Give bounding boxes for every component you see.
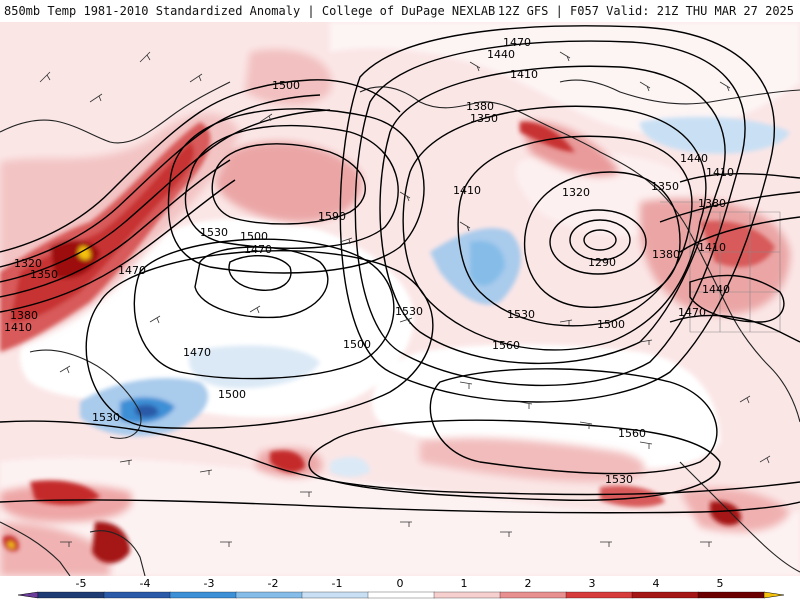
contour-label: 1470 (118, 264, 146, 277)
contour-label: 1500 (240, 230, 268, 243)
legend-tick: -5 (75, 577, 87, 590)
legend-tick: 0 (396, 577, 404, 590)
model-valid-time: 12Z GFS | F057 Valid: 21Z THU MAR 27 202… (497, 4, 794, 18)
colorbar-segment (697, 591, 765, 599)
colorbar-segment (301, 591, 369, 599)
colorbar-max-arrow (763, 591, 785, 599)
contour-label: 1530 (605, 473, 633, 486)
contour-label: 1380 (652, 248, 680, 261)
header: 850mb Temp 1981-2010 Standardized Anomal… (0, 0, 800, 22)
contour-label: 1590 (318, 210, 346, 223)
contour-label: 1440 (680, 152, 708, 165)
contour-labels: 1500 1590 1530 1500 1470 1470 1320 1350 … (4, 36, 734, 486)
contour-label: 1470 (678, 306, 706, 319)
colorbar-segments (17, 591, 785, 599)
contour-label: 1470 (244, 243, 272, 256)
contour-label: 1380 (698, 197, 726, 210)
contour-label: 1350 (651, 180, 679, 193)
contour-label: 1320 (562, 186, 590, 199)
contour-label: 1560 (492, 339, 520, 352)
negative-anomaly (80, 116, 790, 477)
contour-label: 1380 (10, 309, 38, 322)
contour-label: 1470 (503, 36, 531, 49)
contour-label: 1500 (597, 318, 625, 331)
legend-tick: -1 (331, 577, 343, 590)
contour-label: 1410 (698, 241, 726, 254)
colorbar-segment (367, 591, 435, 599)
neutral-anomaly-regions (0, 22, 800, 576)
legend-tick: 4 (652, 577, 660, 590)
contour-label: 1560 (618, 427, 646, 440)
colorbar-segment (103, 591, 171, 599)
contour-label: 1530 (200, 226, 228, 239)
contour-label: 1350 (30, 268, 58, 281)
map-area: 1500 1590 1530 1500 1470 1470 1320 1350 … (0, 22, 800, 576)
colorbar-segment (169, 591, 237, 599)
contour-label: 1500 (343, 338, 371, 351)
colorbar-svg (17, 591, 785, 599)
contour-label: 1440 (702, 283, 730, 296)
map-svg: 1500 1590 1530 1500 1470 1470 1320 1350 … (0, 22, 800, 576)
colorbar-segment (433, 591, 501, 599)
contour-label: 1470 (183, 346, 211, 359)
legend-tick: 1 (460, 577, 468, 590)
contour-label: 1410 (706, 166, 734, 179)
contour-label: 1410 (453, 184, 481, 197)
colorbar-segment (565, 591, 633, 599)
contour-label: 1350 (470, 112, 498, 125)
legend-tick: -2 (267, 577, 279, 590)
legend-tick: -4 (139, 577, 151, 590)
colorbar-segment (499, 591, 567, 599)
contour-label: 1530 (507, 308, 535, 321)
legend-tick: -3 (203, 577, 215, 590)
colorbar-min-arrow (17, 591, 39, 599)
legend-tick: 2 (524, 577, 532, 590)
contour-label: 1530 (395, 305, 423, 318)
contour-label: 1380 (466, 100, 494, 113)
colorbar-segment (37, 591, 105, 599)
contour-label: 1440 (487, 48, 515, 61)
color-legend (0, 576, 800, 600)
contour-label: 1410 (4, 321, 32, 334)
legend-tick: 5 (716, 577, 724, 590)
contour-label: 1500 (218, 388, 246, 401)
legend-tick: 3 (588, 577, 596, 590)
coastlines (0, 79, 800, 576)
contour-label: 1410 (510, 68, 538, 81)
contour-label: 1500 (272, 79, 300, 92)
contour-label: 1320 (14, 257, 42, 270)
contour-label: 1290 (588, 256, 616, 269)
colorbar-segment (235, 591, 303, 599)
colorbar-segment (631, 591, 699, 599)
map-title: 850mb Temp 1981-2010 Standardized Anomal… (4, 4, 496, 18)
wind-barbs (39, 51, 771, 547)
contour-label: 1530 (92, 411, 120, 424)
